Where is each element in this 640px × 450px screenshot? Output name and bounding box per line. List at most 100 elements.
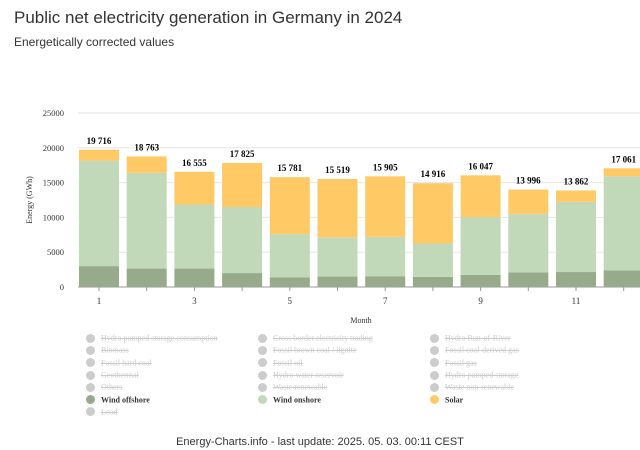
legend-marker (86, 395, 95, 405)
footer-last-update: Energy-Charts.info - last update: 2025. … (176, 436, 464, 448)
legend-marker (86, 370, 95, 380)
bar-segment (317, 237, 358, 277)
bar-segment (460, 274, 501, 287)
legend-item[interactable]: Solar (430, 395, 463, 405)
legend-item[interactable]: Waste non-renewable (430, 382, 514, 392)
legend-marker (430, 333, 439, 343)
legend-label: Cross border electricity trading (273, 333, 373, 343)
bar-segment (269, 177, 310, 235)
bar-segment (603, 176, 640, 271)
y-tick-label: 5000 (47, 247, 64, 257)
legend-item[interactable]: Fossil hard coal (86, 358, 152, 368)
data-label: 17 061 (611, 154, 636, 164)
bar-segment (174, 268, 215, 287)
bar-segment (603, 168, 640, 177)
legend-label: Others (101, 382, 123, 392)
legend-label: Hydro pumped storage consumption (101, 333, 218, 343)
legend-label: Hydro water reservoir (273, 370, 344, 380)
bar-segment (460, 175, 501, 218)
bar-segment (269, 277, 310, 287)
legend-item[interactable]: Biomass (86, 345, 129, 355)
y-axis-label: Energy (GWh) (25, 176, 34, 224)
bar-segment (508, 189, 549, 214)
legend-item[interactable]: Waste renewable (258, 382, 327, 392)
data-label: 16 047 (468, 161, 493, 171)
bar-segment (317, 178, 358, 238)
legend-item[interactable]: Wind onshore (258, 395, 321, 405)
bar-segment (556, 190, 596, 202)
y-tick-label: 10000 (43, 212, 64, 222)
bar-segment (79, 266, 119, 287)
y-tick-label: 15000 (43, 178, 64, 188)
bar-segment (126, 268, 167, 287)
data-label: 16 555 (182, 158, 207, 168)
bar-segment (556, 201, 596, 273)
legend-item[interactable]: Others (86, 382, 122, 392)
bar-segment (79, 149, 119, 161)
legend-item[interactable]: Wind offshore (86, 395, 150, 405)
x-tick-label: 5 (288, 296, 293, 306)
legend-item[interactable]: Hydro water reservoir (258, 370, 344, 380)
legend-item[interactable]: Cross border electricity trading (258, 333, 373, 343)
chart-legend: Hydro pumped storage consumption Cross bo… (86, 333, 626, 421)
data-label: 15 781 (277, 163, 302, 173)
legend-label: Geothermal (101, 370, 139, 380)
bar-segment (79, 160, 119, 267)
data-label: 18 763 (134, 142, 159, 152)
legend-label: Fossil brown coal / lignite (273, 345, 357, 355)
legend-marker (430, 345, 439, 355)
data-label: 14 916 (421, 169, 446, 179)
x-tick-label: 1 (97, 296, 102, 306)
bar-segment (174, 171, 215, 205)
legend-marker (86, 333, 95, 343)
legend-marker (86, 345, 95, 355)
data-label: 13 862 (564, 177, 589, 187)
legend-label: Fossil gas (445, 358, 477, 368)
bar-segment (556, 272, 596, 287)
legend-label: Solar (445, 395, 464, 405)
legend-label: Hydro Run-of-River (445, 333, 511, 343)
legend-marker (86, 407, 95, 417)
legend-label: Fossil oil (273, 358, 303, 368)
legend-item[interactable]: Hydro pumped storage (430, 370, 518, 380)
bar-segment (317, 276, 358, 287)
legend-item[interactable]: Hydro Run-of-River (430, 333, 511, 343)
legend-marker (430, 370, 439, 380)
data-label: 17 825 (230, 149, 255, 159)
bar-segment (222, 273, 263, 287)
legend-item[interactable]: Hydro pumped storage consumption (86, 333, 218, 343)
legend-item[interactable]: Fossil gas (430, 358, 477, 368)
legend-label: Wind onshore (273, 395, 321, 405)
legend-marker (258, 345, 267, 355)
legend-label: Waste renewable (273, 382, 328, 392)
data-label: 15 519 (325, 165, 350, 175)
y-tick-label: 25000 (43, 108, 64, 118)
x-tick-label: 3 (192, 296, 197, 306)
legend-item[interactable]: Load (86, 407, 117, 417)
x-tick-label: 11 (572, 296, 581, 306)
bar-segment (126, 156, 167, 173)
bar-segment (174, 204, 215, 269)
chart-plot: 0 5000 10000 15000 20000 25000 Energy (GWh) 19 … (25, 108, 640, 325)
legend-item[interactable]: Fossil brown coal / lignite (258, 345, 357, 355)
legend-item[interactable]: Fossil coal-derived gas (430, 345, 519, 355)
chart-subtitle: Energetically corrected values (14, 35, 175, 49)
legend-marker (430, 358, 439, 368)
legend-item[interactable]: Geothermal (86, 370, 139, 380)
legend-marker (258, 370, 267, 380)
y-tick-label: 0 (60, 282, 64, 292)
legend-label: Biomass (101, 345, 129, 355)
bar-segment (365, 276, 406, 287)
legend-marker (430, 395, 439, 405)
bar-segment (412, 243, 453, 277)
bar-segment (269, 234, 310, 278)
legend-marker (258, 358, 267, 368)
bar-segment (126, 172, 167, 269)
legend-item[interactable]: Fossil oil (258, 358, 303, 368)
bar-segment (508, 213, 549, 273)
bar-segment (222, 206, 263, 274)
bar-segment (365, 236, 406, 277)
legend-label: Fossil hard coal (101, 358, 152, 368)
bar-segment (365, 176, 406, 237)
data-label: 15 905 (373, 162, 398, 172)
